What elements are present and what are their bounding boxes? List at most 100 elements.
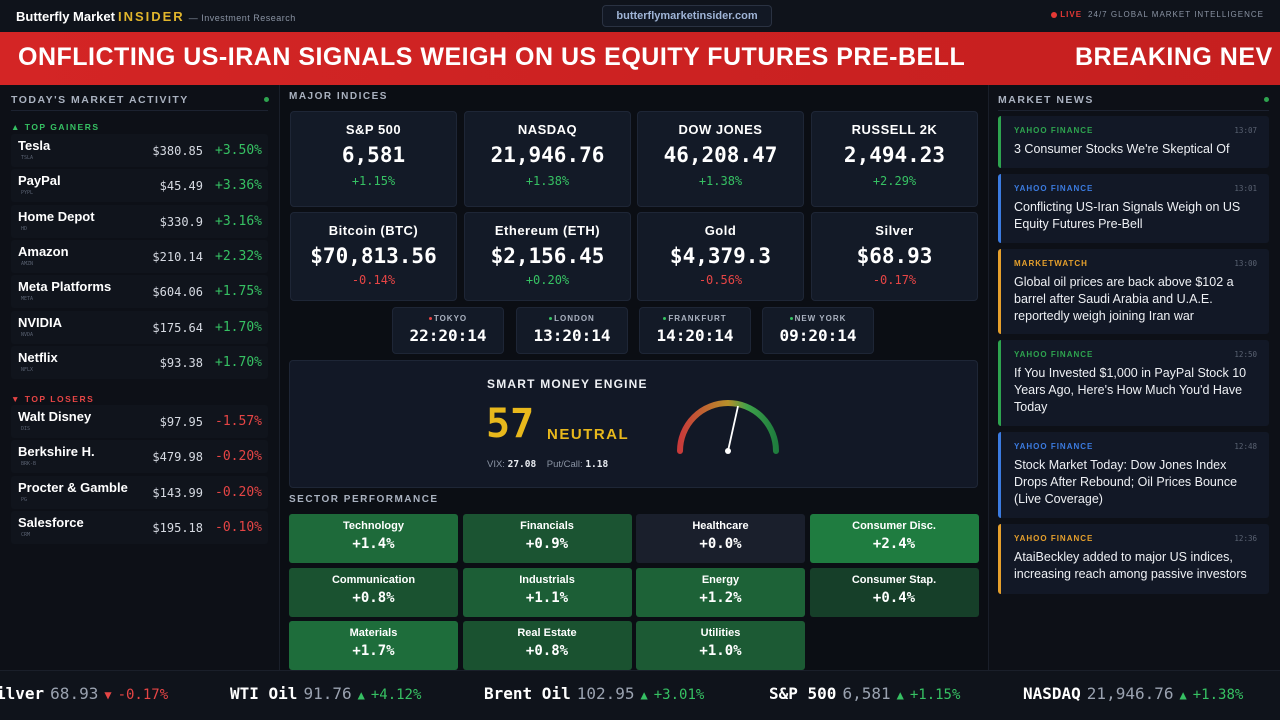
stock-ticker: PG [21,496,28,503]
sector-tile[interactable]: Industrials +1.1% [462,567,632,617]
index-card[interactable]: Bitcoin (BTC) $70,813.56 -0.14% [290,212,457,301]
stock-name: Netflix [18,349,58,365]
index-name: NASDAQ [517,122,578,137]
clock-city: NEW YORK [763,314,873,323]
news-item[interactable]: YAHOO FINANCE 13:01 Conflicting US-Iran Si… [998,174,1269,243]
stock-name: Salesforce [18,514,84,530]
ticker-change: +4.12% [370,687,422,703]
brand-subtitle: — Investment Research [188,12,296,23]
stock-row[interactable]: Berkshire H. BRK-B $479.98 -0.20% [11,440,268,474]
news-item[interactable]: YAHOO FINANCE 12:50 If You Invested $1,000… [998,340,1269,426]
sector-tile[interactable]: Financials +0.9% [462,514,632,563]
news-headline: AtaiBeckley added to major US indices, i… [1014,550,1247,581]
news-item[interactable]: YAHOO FINANCE 13:07 3 Consumer Stocks We'r… [998,116,1269,168]
news-item[interactable]: YAHOO FINANCE 12:36 AtaiBeckley added to m… [998,524,1269,594]
stock-row[interactable]: PayPal PYPL $45.49 +3.36% [11,169,268,203]
ticker-item[interactable]: WTI Oil 91.76 ▲ +4.12% [230,684,421,703]
market-status-dot-icon [789,317,793,321]
brand-logo[interactable]: Butterfly Market INSIDER — Investment Rese… [16,9,296,24]
stock-row[interactable]: Procter & Gamble PG $143.99 -0.20% [11,475,268,509]
sector-tile[interactable]: Consumer Stap. +0.4% [809,567,979,617]
sector-tile[interactable]: Technology +1.4% [289,514,458,563]
stock-row[interactable]: Netflix NFLX $93.38 +1.70% [11,345,268,379]
index-name: DOW JONES [678,122,763,137]
stock-ticker: META [21,296,34,303]
sector-change: +1.0% [699,643,742,659]
ticker-price: 6,581 [842,684,891,703]
arrow-up-icon: ▲ [896,688,904,702]
sector-name: Real Estate [517,627,577,639]
smart-money-title: SMART MONEY ENGINE [487,377,648,391]
ticker-item[interactable]: Brent Oil 102.95 ▲ +3.01% [484,684,704,703]
bottom-ticker[interactable]: ilver 68.93 ▼ -0.17% WTI Oil 91.76 ▲ +4.12% Bren… [0,670,1280,720]
divider [998,110,1269,111]
sector-tile[interactable]: Consumer Disc. +2.4% [809,514,979,563]
stock-row[interactable]: Tesla TSLA $380.85 +3.50% [11,134,268,167]
news-source: YAHOO FINANCE [1014,442,1094,451]
index-card[interactable]: Ethereum (ETH) $2,156.45 +0.20% [464,212,631,301]
index-value: $70,813.56 [310,244,437,268]
sector-tile[interactable]: Materials +1.7% [289,621,458,670]
stock-row[interactable]: Meta Platforms META $604.06 +1.75% [11,275,268,309]
news-time: 13:00 [1234,259,1257,268]
index-card[interactable]: NASDAQ 21,946.76 +1.38% [464,111,631,207]
sector-change: +1.7% [352,643,395,659]
clock-time: 09:20:14 [779,326,857,345]
center-panel: MAJOR INDICES S&P 500 6,581 +1.15% NASDAQ 21… [281,85,987,670]
index-card[interactable]: DOW JONES 46,208.47 +1.38% [637,111,804,207]
stock-row[interactable]: NVIDIA NVDA $175.64 +1.70% [11,310,268,344]
sector-change: +1.2% [699,589,742,606]
stock-change: -0.20% [215,449,262,465]
stock-price: $143.99 [152,485,203,500]
stock-row[interactable]: Walt Disney DIS $97.95 -1.57% [11,405,268,438]
panel-title: TODAY'S MARKET ACTIVITY [11,94,189,106]
sector-name: Materials [349,627,398,639]
banner-next: BREAKING NEV [1075,43,1273,71]
index-name: Bitcoin (BTC) [328,223,419,238]
site-url-link[interactable]: butterflymarketinsider.com [602,5,772,27]
arrow-down-icon: ▼ [104,688,112,702]
ticker-item[interactable]: NASDAQ 21,946.76 ▲ +1.38% [1023,684,1243,703]
sector-name: Utilities [700,627,741,639]
live-dot-icon [1051,11,1058,18]
index-card[interactable]: RUSSELL 2K 2,494.23 +2.29% [811,111,978,207]
stock-row[interactable]: Home Depot HD $330.9 +3.16% [11,204,268,238]
sector-tile[interactable]: Communication +0.8% [289,567,458,617]
stock-name: Berkshire H. [18,444,95,460]
stock-change: +1.70% [215,319,262,335]
ticker-item[interactable]: ilver 68.93 ▼ -0.17% [0,684,168,703]
sector-tile[interactable]: Healthcare +0.0% [636,514,805,563]
stock-price: $45.49 [159,179,203,194]
sector-change: +0.4% [872,589,916,606]
gauge-needle [727,405,739,452]
clock-city: LONDON [517,314,627,323]
stock-ticker: NFLX [21,366,34,373]
news-item[interactable]: YAHOO FINANCE 12:48 Stock Market Today: Do… [998,432,1269,518]
index-name: Gold [704,223,737,238]
news-source: YAHOO FINANCE [1014,184,1094,193]
news-item[interactable]: MARKETWATCH 13:00 Global oil prices are ba… [998,249,1269,334]
ticker-price: 102.95 [576,684,635,703]
ticker-item[interactable]: S&P 500 6,581 ▲ +1.15% [769,684,960,703]
stock-ticker: AMZN [21,260,34,267]
ticker-symbol: WTI Oil [230,684,298,703]
ticker-change: +3.01% [653,687,705,703]
sector-change: +0.0% [699,536,742,552]
sector-change: +0.9% [525,536,569,552]
sector-tile[interactable]: Real Estate +0.8% [462,621,632,670]
sector-name: Healthcare [692,520,749,532]
index-card[interactable]: S&P 500 6,581 +1.15% [290,111,457,207]
news-headline: Global oil prices are back above $102 a … [1014,275,1234,323]
breaking-news-banner[interactable]: ONFLICTING US-IRAN SIGNALS WEIGH ON US E… [0,32,1280,85]
stock-row[interactable]: Salesforce CRM $195.18 -0.10% [11,510,268,544]
index-card[interactable]: Gold $4,379.3 -0.56% [637,212,804,301]
sector-tile[interactable]: Utilities +1.0% [636,621,805,670]
news-headline: If You Invested $1,000 in PayPal Stock 1… [1014,366,1247,414]
news-headline: 3 Consumer Stocks We're Skeptical Of [1014,142,1230,156]
index-card[interactable]: Silver $68.93 -0.17% [811,212,978,301]
stock-change: -1.57% [215,414,262,429]
clock-time: 13:20:14 [533,326,611,345]
sector-tile[interactable]: Energy +1.2% [636,567,805,617]
stock-ticker: CRM [21,531,31,538]
stock-row[interactable]: Amazon AMZN $210.14 +2.32% [11,239,268,273]
